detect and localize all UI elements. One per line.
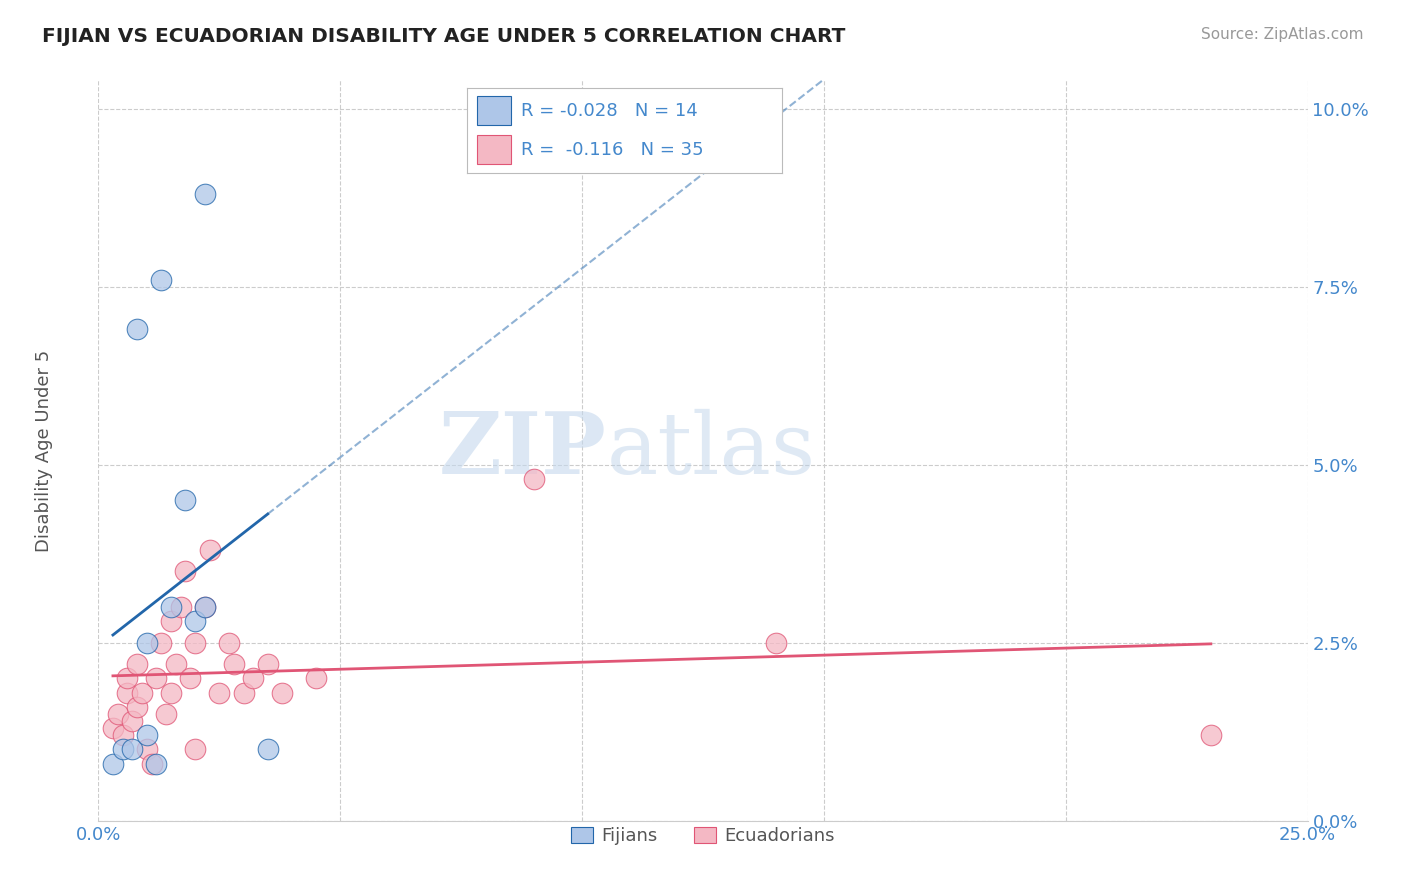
- Text: FIJIAN VS ECUADORIAN DISABILITY AGE UNDER 5 CORRELATION CHART: FIJIAN VS ECUADORIAN DISABILITY AGE UNDE…: [42, 27, 845, 45]
- Point: [160, 615, 183, 629]
- Point: [765, 635, 787, 649]
- Point: [1199, 728, 1222, 742]
- Point: [169, 600, 191, 615]
- Point: [184, 635, 207, 649]
- Point: [127, 322, 149, 336]
- Point: [131, 685, 153, 699]
- Point: [232, 685, 254, 699]
- Point: [222, 657, 245, 671]
- Text: Source: ZipAtlas.com: Source: ZipAtlas.com: [1201, 27, 1364, 42]
- Text: ZIP: ZIP: [439, 409, 606, 492]
- Point: [117, 685, 139, 699]
- Point: [174, 565, 197, 579]
- Point: [121, 714, 143, 728]
- Point: [135, 728, 157, 742]
- Point: [256, 742, 278, 756]
- Point: [160, 600, 183, 615]
- Point: [111, 742, 134, 756]
- Point: [127, 657, 149, 671]
- Legend: Fijians, Ecuadorians: Fijians, Ecuadorians: [564, 820, 842, 853]
- Point: [198, 543, 221, 558]
- Point: [117, 671, 139, 685]
- Point: [150, 635, 173, 649]
- Point: [174, 493, 197, 508]
- Point: [218, 635, 240, 649]
- Point: [242, 671, 264, 685]
- Point: [145, 756, 167, 771]
- Point: [194, 187, 217, 202]
- Text: atlas: atlas: [606, 409, 815, 492]
- Point: [184, 742, 207, 756]
- Point: [145, 671, 167, 685]
- Point: [121, 742, 143, 756]
- Point: [179, 671, 201, 685]
- Point: [305, 671, 328, 685]
- Point: [160, 685, 183, 699]
- Point: [194, 600, 217, 615]
- Point: [101, 756, 124, 771]
- Point: [127, 699, 149, 714]
- Point: [150, 272, 173, 286]
- Text: Disability Age Under 5: Disability Age Under 5: [35, 350, 53, 551]
- Point: [107, 706, 129, 721]
- Point: [141, 756, 163, 771]
- Point: [165, 657, 187, 671]
- Point: [184, 615, 207, 629]
- Point: [271, 685, 294, 699]
- Point: [208, 685, 231, 699]
- Point: [135, 742, 157, 756]
- Point: [194, 600, 217, 615]
- Point: [155, 706, 177, 721]
- Point: [111, 728, 134, 742]
- Point: [135, 635, 157, 649]
- Point: [523, 472, 546, 486]
- Point: [101, 721, 124, 735]
- Point: [256, 657, 278, 671]
